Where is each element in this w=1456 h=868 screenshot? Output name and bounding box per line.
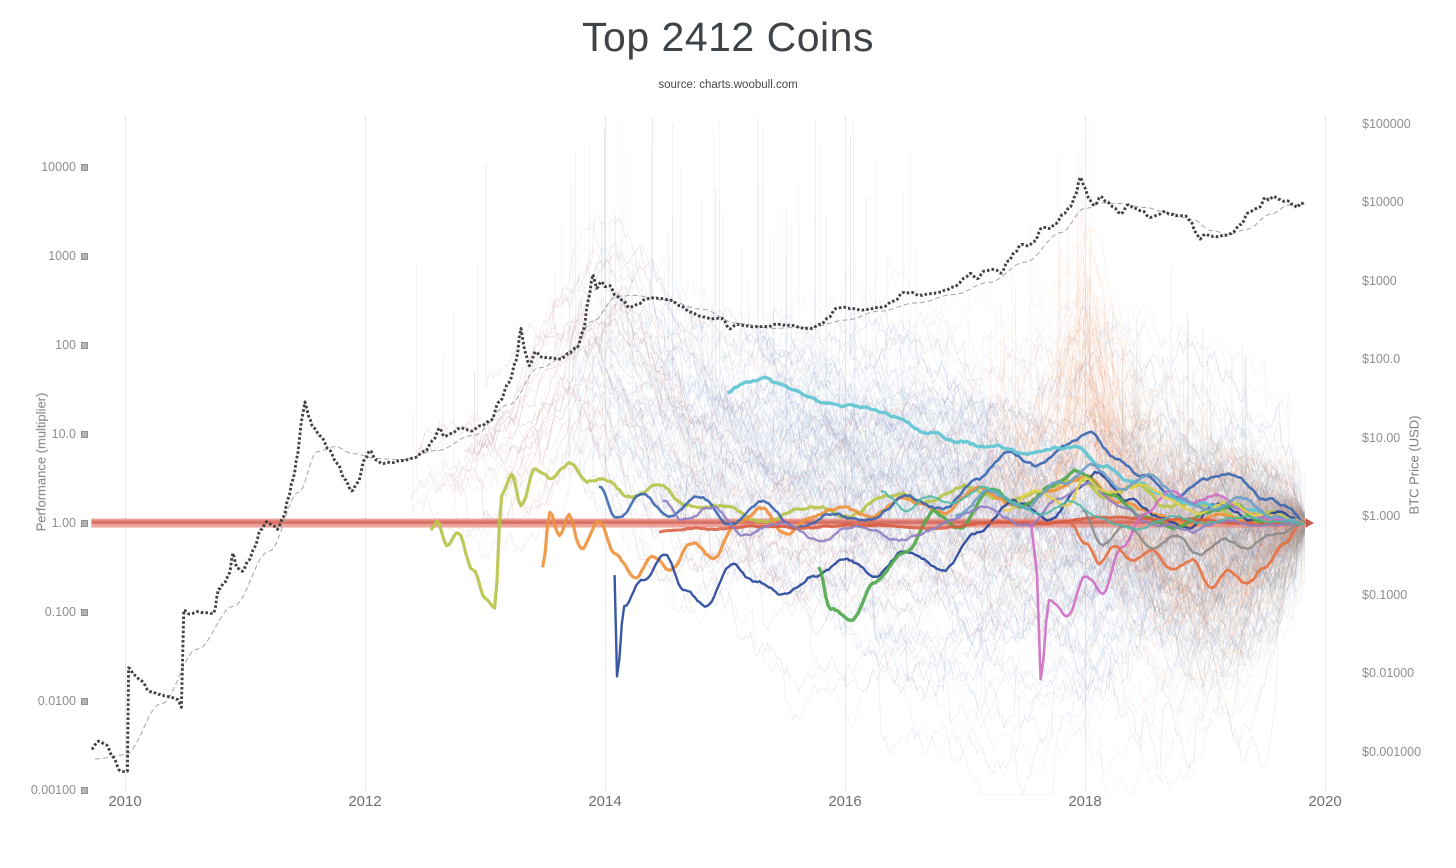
chart-source-subtitle: source: charts.woobull.com [658,79,798,91]
page-title: Top 2412 Coins [582,14,874,60]
right-axis-title: BTC Price (USD) [1406,415,1422,515]
left-axis-title: Performance (multiplier) [33,392,49,532]
